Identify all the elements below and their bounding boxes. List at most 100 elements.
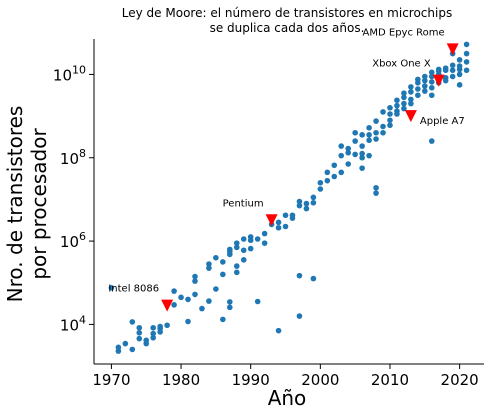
data-point xyxy=(171,288,177,294)
y-tick-label: 108 xyxy=(60,147,86,168)
data-point xyxy=(422,83,428,89)
x-tick-label: 2000 xyxy=(301,371,339,389)
data-point xyxy=(324,169,331,176)
data-point xyxy=(143,337,150,344)
data-point xyxy=(136,324,143,331)
data-point xyxy=(422,77,428,84)
data-point xyxy=(463,41,470,48)
data-point xyxy=(394,102,400,109)
data-point xyxy=(373,136,379,142)
data-point xyxy=(463,50,470,57)
data-point xyxy=(233,269,240,276)
chart-title-line-2: se duplica cada dos años. xyxy=(210,21,365,35)
data-point xyxy=(213,254,219,261)
data-point xyxy=(408,89,414,95)
data-point xyxy=(261,230,268,237)
data-point xyxy=(115,344,122,351)
data-point xyxy=(247,237,254,244)
data-point xyxy=(463,67,470,74)
data-point xyxy=(387,122,393,129)
data-point xyxy=(387,117,393,124)
highlight-label: Intel 8086 xyxy=(108,284,159,295)
data-point xyxy=(150,324,156,331)
data-point xyxy=(303,205,310,212)
data-point xyxy=(199,305,205,312)
data-point xyxy=(408,96,414,103)
data-point xyxy=(310,194,317,201)
data-point xyxy=(422,88,428,94)
data-point xyxy=(352,138,358,144)
data-point xyxy=(178,294,184,301)
data-point xyxy=(387,104,393,111)
data-point xyxy=(227,251,233,258)
data-point xyxy=(296,202,303,209)
data-point xyxy=(331,162,338,169)
data-point xyxy=(296,198,303,205)
data-point xyxy=(345,145,351,152)
data-point xyxy=(373,184,379,191)
highlight-marker xyxy=(404,110,417,123)
data-point xyxy=(227,299,233,305)
data-point xyxy=(394,111,400,117)
highlight-marker xyxy=(432,74,445,87)
data-point xyxy=(456,57,463,63)
data-point xyxy=(254,298,261,305)
data-point xyxy=(366,132,372,138)
data-point xyxy=(206,261,212,267)
x-tick-label: 2020 xyxy=(441,371,479,389)
chart-title-line-1: Ley de Moore: el número de transistores … xyxy=(122,6,452,20)
data-point xyxy=(401,105,407,112)
x-axis-label: Año xyxy=(268,386,307,410)
data-point xyxy=(408,84,414,90)
data-point xyxy=(129,319,136,325)
data-point xyxy=(352,129,358,136)
data-point xyxy=(366,137,372,144)
data-point xyxy=(449,67,456,74)
data-points xyxy=(108,41,470,354)
data-point xyxy=(345,161,351,167)
data-point xyxy=(463,59,470,65)
data-point xyxy=(373,129,379,136)
data-point xyxy=(359,132,365,138)
data-point xyxy=(449,62,456,69)
data-point xyxy=(310,199,317,206)
y-axis-label-line-2: por procesador xyxy=(27,128,51,280)
data-point xyxy=(282,212,289,219)
data-point xyxy=(296,313,303,319)
data-point xyxy=(164,322,170,329)
data-point xyxy=(227,246,233,253)
data-point xyxy=(428,69,435,76)
x-ticks: 1970 1980 1990 2000 2010 2020 xyxy=(92,364,479,389)
y-ticks: 104 106 108 1010 xyxy=(53,63,94,334)
data-point xyxy=(428,92,435,99)
x-tick-label: 2010 xyxy=(371,371,409,389)
data-point xyxy=(254,236,261,242)
data-point xyxy=(373,118,379,124)
data-point xyxy=(227,304,233,311)
data-point xyxy=(150,330,156,337)
data-point xyxy=(449,73,456,80)
data-point xyxy=(394,97,400,104)
data-point xyxy=(359,143,365,149)
data-point xyxy=(442,74,449,81)
data-point xyxy=(136,335,143,342)
data-point xyxy=(359,154,365,161)
data-point xyxy=(456,71,463,78)
highlight-markers: Intel 8086 Pentium Apple A7 Xbox One X AMD E… xyxy=(108,27,465,312)
data-point xyxy=(136,329,143,336)
highlight-label: Pentium xyxy=(223,198,264,209)
data-point xyxy=(122,340,129,347)
data-point xyxy=(206,298,212,304)
data-point xyxy=(233,244,240,251)
chart-axes xyxy=(93,39,484,365)
data-point xyxy=(192,291,198,298)
data-point xyxy=(359,150,365,157)
data-point xyxy=(380,123,386,130)
data-point xyxy=(373,190,379,196)
data-point xyxy=(282,223,289,230)
data-point xyxy=(275,327,282,334)
y-tick-label: 1010 xyxy=(53,63,86,84)
data-point xyxy=(359,165,365,171)
highlight-label: AMD Epyc Rome xyxy=(363,27,445,38)
